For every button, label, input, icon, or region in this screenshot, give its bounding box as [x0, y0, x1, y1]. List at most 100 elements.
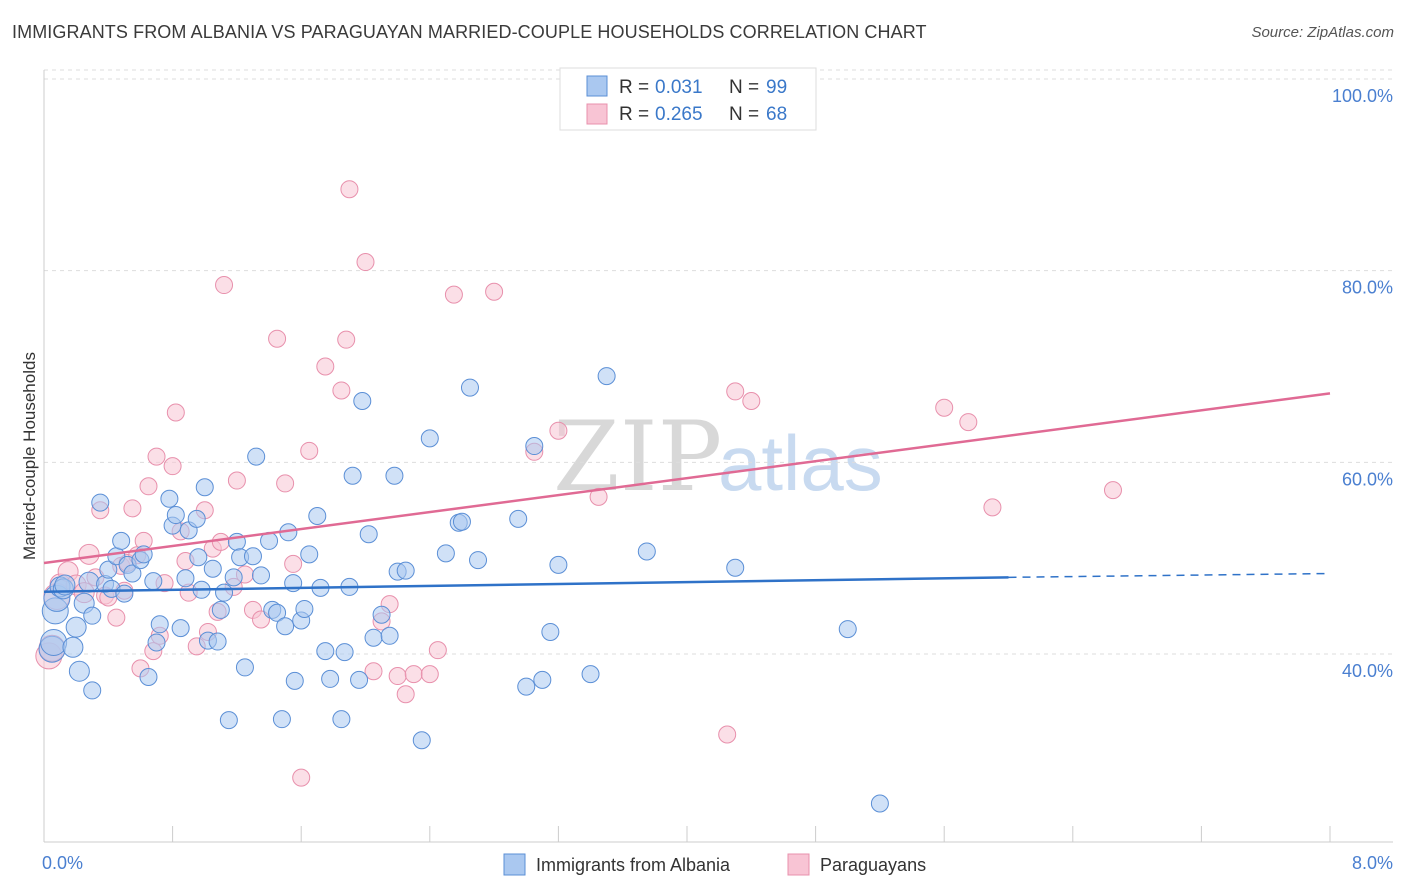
- albania-point: [380, 626, 399, 645]
- y-axis-title: Married-couple Households: [20, 352, 39, 560]
- legend-swatch-albania: [586, 75, 608, 97]
- albania-point: [171, 619, 190, 638]
- source-label: Source: ZipAtlas.com: [1251, 24, 1394, 41]
- albania-point: [452, 512, 471, 531]
- paraguayans-point: [107, 608, 126, 627]
- albania-point: [144, 572, 163, 591]
- albania-point: [637, 542, 656, 561]
- albania-point: [219, 711, 238, 730]
- albania-trend-extension: [1008, 572, 1331, 579]
- albania-point: [350, 670, 369, 689]
- legend-n-value-albania: 99: [766, 77, 787, 98]
- bottom-legend-label-paraguayans: Paraguayans: [820, 855, 926, 875]
- albania-point: [208, 632, 227, 651]
- albania-point: [150, 615, 169, 634]
- paraguayans-point: [276, 474, 295, 493]
- y-tick-label-40: 40.0%: [1342, 661, 1393, 681]
- albania-point: [300, 545, 319, 564]
- paraguayans-point: [166, 403, 185, 422]
- albania-point: [870, 794, 889, 813]
- bottom-legend-swatch-albania: [503, 853, 526, 876]
- paraguayans-point: [428, 641, 447, 660]
- paraguayans-point: [983, 498, 1002, 517]
- albania-point: [549, 555, 568, 574]
- paraguayans-point: [147, 447, 166, 466]
- albania-point: [460, 378, 479, 397]
- albania-point: [99, 560, 118, 579]
- albania-point: [62, 636, 84, 658]
- albania-point: [533, 670, 552, 689]
- albania-trend-line: [43, 576, 1009, 593]
- paraguayans-point: [549, 421, 568, 440]
- paraguayans-point: [332, 381, 351, 400]
- albania-point: [78, 571, 100, 593]
- albania-point: [187, 509, 206, 528]
- albania-point: [123, 564, 142, 583]
- bottom-legend: Immigrants from Albania Paraguayans: [503, 853, 926, 876]
- paraguayans-point: [1103, 481, 1122, 500]
- paraguayans-point: [356, 253, 375, 272]
- albania-point: [364, 628, 383, 647]
- albania-point: [335, 643, 354, 662]
- bottom-legend-label-albania: Immigrants from Albania: [536, 855, 731, 875]
- paraguayans-point: [340, 180, 359, 199]
- paraguayans-point: [364, 662, 383, 681]
- paraguayans-trend-line: [43, 392, 1331, 565]
- paraguayans-point: [337, 330, 356, 349]
- y-tick-label-60: 60.0%: [1342, 469, 1393, 489]
- albania-point: [517, 677, 536, 696]
- paraguayans-point: [211, 532, 230, 551]
- paraguayans-point: [215, 276, 234, 295]
- legend-swatch-paraguayans: [586, 103, 608, 125]
- y-tick-label-100: 100.0%: [1332, 86, 1393, 106]
- paraguayans-point: [78, 543, 100, 565]
- albania-point: [83, 606, 102, 625]
- albania-point: [308, 507, 327, 525]
- paraguayans-point: [268, 329, 287, 348]
- paraguayans-point: [444, 285, 463, 304]
- legend-n-value-paraguayans: 68: [766, 104, 787, 125]
- bottom-legend-swatch-paraguayans: [787, 853, 810, 876]
- albania-point: [252, 566, 271, 585]
- paraguayans-point: [396, 685, 415, 704]
- albania-point: [203, 559, 222, 578]
- paraguayans-point: [300, 441, 319, 460]
- albania-point: [285, 671, 304, 690]
- albania-point: [276, 617, 295, 636]
- chart-title: IMMIGRANTS FROM ALBANIA VS PARAGUAYAN MA…: [12, 22, 927, 42]
- legend-r-value-albania: 0.031: [655, 77, 703, 98]
- albania-point: [353, 392, 372, 410]
- albania-point: [726, 558, 745, 577]
- albania-point: [243, 547, 262, 566]
- albania-point: [412, 731, 431, 750]
- albania-point: [224, 568, 243, 587]
- albania-point: [581, 665, 600, 684]
- paraguayans-point: [742, 392, 761, 410]
- albania-point: [469, 551, 488, 570]
- paraguayans-point: [139, 477, 158, 496]
- y-tick-labels: 40.0% 60.0% 80.0% 100.0%: [1332, 86, 1393, 681]
- paraguayans-point: [292, 768, 311, 787]
- albania-point: [272, 710, 291, 729]
- trend-lines: [43, 392, 1331, 593]
- paraguayans-point: [485, 282, 504, 301]
- albania-point: [436, 544, 455, 563]
- albania-point: [541, 622, 560, 641]
- paraguayans-point: [589, 487, 608, 506]
- albania-point: [176, 569, 195, 588]
- albania-point: [215, 583, 234, 602]
- legend-box: R = 0.031 N = 99 R = 0.265 N = 68: [559, 67, 817, 131]
- y-tick-label-80: 80.0%: [1342, 278, 1393, 298]
- albania-point: [211, 600, 230, 619]
- albania-point: [235, 658, 254, 677]
- legend-n-label-albania: N =: [729, 77, 759, 98]
- watermark-zip: ZIP: [553, 401, 722, 513]
- paraguayans-point: [726, 382, 745, 401]
- paraguayans-point: [935, 398, 954, 417]
- legend-r-label-albania: R =: [619, 77, 649, 98]
- albania-point: [321, 669, 340, 688]
- paraguayans-point: [388, 667, 407, 686]
- albania-point: [247, 447, 266, 466]
- albania-point: [54, 574, 76, 596]
- albania-point: [295, 599, 314, 618]
